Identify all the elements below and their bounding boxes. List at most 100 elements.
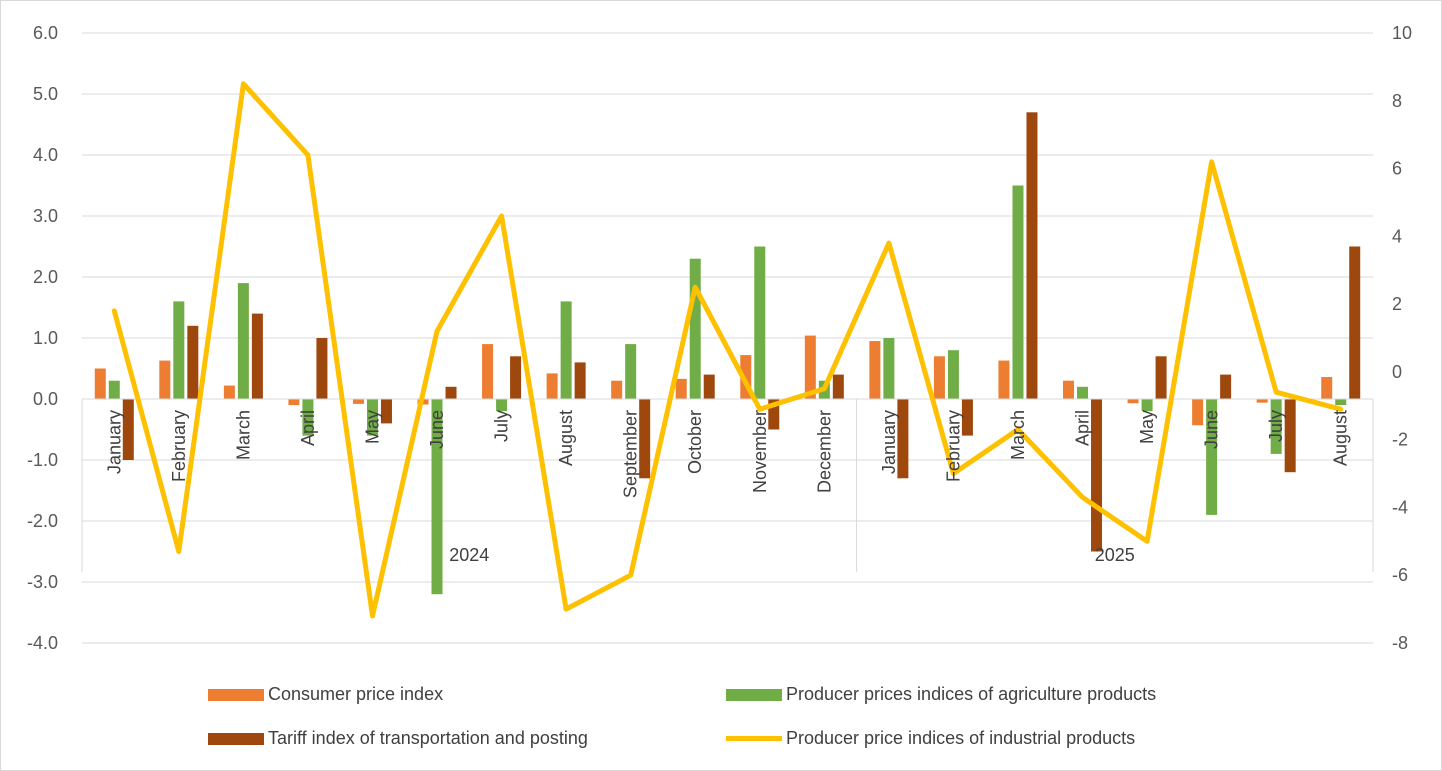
bar bbox=[947, 350, 959, 399]
bar bbox=[223, 385, 235, 399]
bar bbox=[883, 338, 895, 399]
bar bbox=[754, 246, 766, 399]
y-left-tick-label: 4.0 bbox=[33, 145, 58, 165]
bar bbox=[804, 335, 816, 399]
x-group-label: 2024 bbox=[449, 545, 489, 565]
x-group-label: 2025 bbox=[1095, 545, 1135, 565]
bar bbox=[1206, 399, 1218, 515]
bar bbox=[703, 374, 715, 399]
x-category-label: August bbox=[1331, 410, 1351, 466]
bar bbox=[625, 344, 637, 399]
bar bbox=[768, 399, 780, 430]
x-category-label: April bbox=[1073, 410, 1093, 446]
y-left-tick-label: -2.0 bbox=[27, 511, 58, 531]
y-left-tick-label: 3.0 bbox=[33, 206, 58, 226]
bar bbox=[94, 368, 106, 399]
bar bbox=[933, 356, 945, 399]
bar bbox=[173, 301, 185, 399]
bars bbox=[94, 112, 1361, 595]
x-category-label: March bbox=[233, 410, 253, 460]
bar bbox=[445, 386, 457, 399]
x-category-label: October bbox=[685, 410, 705, 474]
y-right-tick-label: -6 bbox=[1392, 565, 1408, 585]
bar bbox=[1349, 246, 1361, 399]
y-right-tick-label: 6 bbox=[1392, 159, 1402, 179]
x-category-label: September bbox=[621, 410, 641, 498]
bar bbox=[431, 399, 443, 595]
bar bbox=[122, 399, 134, 460]
bar bbox=[689, 258, 701, 399]
line-series bbox=[111, 81, 1344, 619]
y-right-tick-label: 8 bbox=[1392, 91, 1402, 111]
x-category-label: July bbox=[1266, 410, 1286, 442]
bar bbox=[675, 378, 687, 399]
legend-item-tariff: Tariff index of transportation and posti… bbox=[208, 728, 588, 749]
bar bbox=[380, 399, 392, 424]
bar bbox=[1220, 374, 1232, 399]
bar bbox=[574, 362, 586, 399]
x-category-label: May bbox=[362, 410, 382, 444]
y-right-tick-label: 2 bbox=[1392, 294, 1402, 314]
bar bbox=[159, 360, 171, 399]
y-left-tick-label: -4.0 bbox=[27, 633, 58, 653]
bar bbox=[510, 356, 522, 399]
bar bbox=[1256, 399, 1268, 403]
bar bbox=[1026, 112, 1038, 400]
bar bbox=[1192, 399, 1204, 426]
y-left-tick-label: 0.0 bbox=[33, 389, 58, 409]
y-left-tick-label: -1.0 bbox=[27, 450, 58, 470]
bar bbox=[1155, 356, 1167, 399]
bar bbox=[288, 399, 300, 406]
bar bbox=[1077, 386, 1089, 399]
bar bbox=[1063, 380, 1075, 399]
x-category-label: January bbox=[104, 410, 124, 474]
x-category-label: January bbox=[879, 410, 899, 474]
bar bbox=[1127, 399, 1139, 404]
bar bbox=[1284, 399, 1296, 473]
series-line-industrial bbox=[111, 81, 1344, 619]
bar bbox=[1335, 399, 1347, 406]
y-right-tick-label: 0 bbox=[1392, 362, 1402, 382]
bar bbox=[108, 380, 120, 399]
x-category-label: April bbox=[298, 410, 318, 446]
legend-swatch bbox=[208, 732, 264, 745]
bar bbox=[832, 374, 844, 399]
bar bbox=[560, 301, 572, 399]
bar bbox=[1321, 377, 1333, 399]
bar bbox=[352, 399, 364, 404]
legend-swatch bbox=[208, 688, 264, 701]
x-category-label: June bbox=[427, 410, 447, 449]
bar bbox=[251, 313, 263, 399]
legend-item-consumer-price-index: Consumer price index bbox=[208, 684, 443, 705]
bar bbox=[316, 338, 328, 399]
bar bbox=[1270, 399, 1282, 454]
legend: Consumer price index Producer prices ind… bbox=[0, 676, 1442, 766]
bar bbox=[611, 380, 623, 399]
y-left-tick-label: 5.0 bbox=[33, 84, 58, 104]
legend-label: Tariff index of transportation and posti… bbox=[268, 728, 588, 748]
y-left-tick-label: -3.0 bbox=[27, 572, 58, 592]
x-category-label: November bbox=[750, 410, 770, 493]
bar bbox=[237, 283, 249, 399]
bar bbox=[1091, 399, 1103, 552]
x-category-label: February bbox=[943, 410, 963, 482]
y-left-tick-label: 1.0 bbox=[33, 328, 58, 348]
y-right-tick-label: 4 bbox=[1392, 226, 1402, 246]
bar bbox=[187, 325, 199, 399]
bar bbox=[740, 355, 752, 399]
bar bbox=[482, 344, 494, 399]
legend-item-agriculture: Producer prices indices of agriculture p… bbox=[726, 684, 1156, 705]
x-category-label: August bbox=[556, 410, 576, 466]
y-right-tick-label: 10 bbox=[1392, 23, 1412, 43]
bar bbox=[897, 399, 909, 479]
bar bbox=[639, 399, 651, 479]
y-left-tick-label: 2.0 bbox=[33, 267, 58, 287]
bar bbox=[998, 360, 1010, 399]
legend-swatch bbox=[726, 736, 782, 741]
bar bbox=[496, 399, 508, 412]
bar bbox=[366, 399, 378, 436]
axis-labels: 6.0 5.0 4.0 3.0 2.0 1.0 0.0 -1.0 -2.0 -3.0 -4.0 10 8… bbox=[27, 23, 1412, 653]
x-category-label: July bbox=[492, 410, 512, 442]
